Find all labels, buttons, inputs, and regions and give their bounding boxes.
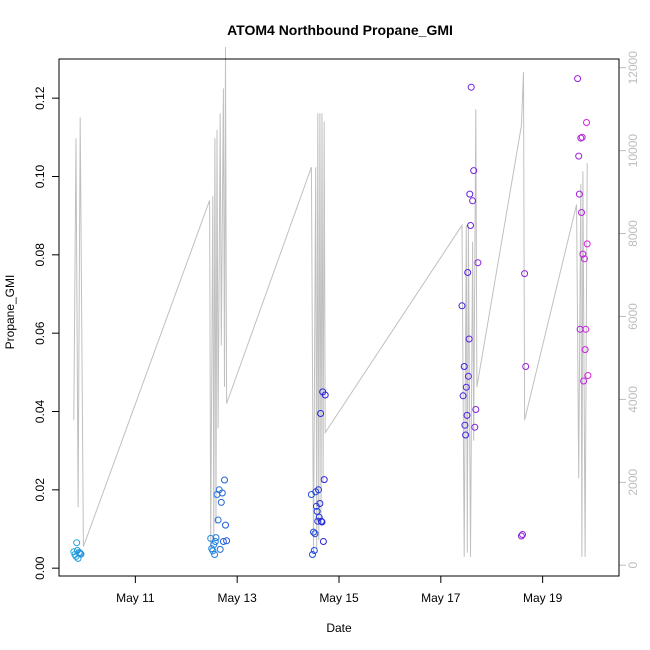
secondary-series-line xyxy=(73,46,588,557)
data-point xyxy=(581,346,589,354)
data-point xyxy=(318,518,326,526)
data-point xyxy=(467,222,474,229)
data-point xyxy=(210,541,218,549)
data-point xyxy=(582,325,590,333)
data-point xyxy=(522,363,530,370)
data-point xyxy=(212,534,220,542)
data-point xyxy=(211,551,219,558)
data-point xyxy=(219,538,227,545)
data-point xyxy=(314,517,322,525)
y-tick-label: 0.10 xyxy=(33,164,47,188)
data-point xyxy=(580,255,588,263)
data-point xyxy=(580,377,588,385)
data-point xyxy=(519,531,526,538)
data-point xyxy=(311,530,319,538)
data-point xyxy=(315,486,322,494)
chart-title: ATOM4 Northbound Propane_GMI xyxy=(227,22,453,38)
y2-tick-label: 12000 xyxy=(626,51,640,85)
data-point xyxy=(216,545,224,553)
data-point xyxy=(317,517,325,525)
x-tick-label: May 11 xyxy=(116,591,155,605)
data-point xyxy=(517,532,525,540)
data-point xyxy=(583,240,591,248)
y-tick-label: 0.04 xyxy=(33,399,47,423)
y2-tick-label: 10000 xyxy=(626,134,640,168)
x-tick-label: May 15 xyxy=(319,591,359,605)
data-point xyxy=(575,152,583,160)
data-point xyxy=(577,134,585,142)
x-tick-label: May 17 xyxy=(421,591,461,605)
data-point xyxy=(464,372,472,380)
data-point xyxy=(321,391,329,399)
data-point xyxy=(73,539,81,547)
data-point xyxy=(472,406,480,413)
data-point xyxy=(320,476,328,484)
line-layer xyxy=(73,46,588,557)
y2-tick-label: 6000 xyxy=(626,303,640,330)
y-tick-label: 0.12 xyxy=(33,86,47,110)
data-point xyxy=(214,516,222,524)
data-point xyxy=(310,528,317,536)
data-point xyxy=(474,259,482,267)
y-tick-label: 0.08 xyxy=(33,243,47,267)
data-point xyxy=(584,372,592,379)
data-point xyxy=(460,363,468,370)
data-point xyxy=(575,190,583,198)
data-point xyxy=(222,521,229,529)
x-tick-label: May 13 xyxy=(218,591,258,605)
y2-tick-label: 4000 xyxy=(626,386,640,413)
data-point xyxy=(459,392,467,400)
data-point xyxy=(574,75,582,83)
data-point xyxy=(464,269,472,276)
data-point xyxy=(467,83,475,91)
data-point xyxy=(313,507,321,515)
data-point xyxy=(469,197,477,205)
data-point xyxy=(458,302,466,310)
data-point xyxy=(76,549,84,557)
points-layer xyxy=(70,75,592,562)
data-point xyxy=(217,498,225,506)
data-point xyxy=(218,489,226,497)
data-point xyxy=(578,133,586,141)
data-point xyxy=(221,476,228,484)
data-point xyxy=(75,549,83,556)
data-point xyxy=(211,538,219,545)
data-point xyxy=(317,410,325,417)
data-point xyxy=(578,209,585,216)
y2-tick-label: 0 xyxy=(626,562,640,569)
data-point xyxy=(462,383,470,391)
y2-tick-label: 2000 xyxy=(626,469,640,496)
data-point xyxy=(461,421,469,429)
axes-layer: May 11 May 13 May 15 May 17 May 19 0.00 0.02 0.… xyxy=(33,51,640,605)
data-point xyxy=(470,167,478,175)
data-point xyxy=(583,119,590,126)
data-point xyxy=(466,190,474,198)
data-point xyxy=(310,547,318,554)
data-point xyxy=(316,500,324,507)
data-point xyxy=(319,538,327,545)
data-point xyxy=(309,551,316,558)
y2-tick-label: 8000 xyxy=(626,220,640,247)
y-tick-label: 0.00 xyxy=(33,556,47,580)
data-point xyxy=(521,270,529,278)
data-point xyxy=(465,335,473,343)
y-tick-label: 0.02 xyxy=(33,478,47,502)
x-tick-label: May 19 xyxy=(523,591,563,605)
plot-frame xyxy=(58,58,620,577)
data-point xyxy=(463,411,471,419)
x-axis-label: Date xyxy=(326,621,352,635)
data-point xyxy=(223,537,231,545)
y-tick-label: 0.06 xyxy=(33,321,47,345)
data-point xyxy=(471,423,479,431)
data-point xyxy=(579,250,587,258)
data-point xyxy=(77,550,85,558)
y-axis-label: Propane_GMI xyxy=(3,275,17,350)
data-point xyxy=(462,431,470,439)
